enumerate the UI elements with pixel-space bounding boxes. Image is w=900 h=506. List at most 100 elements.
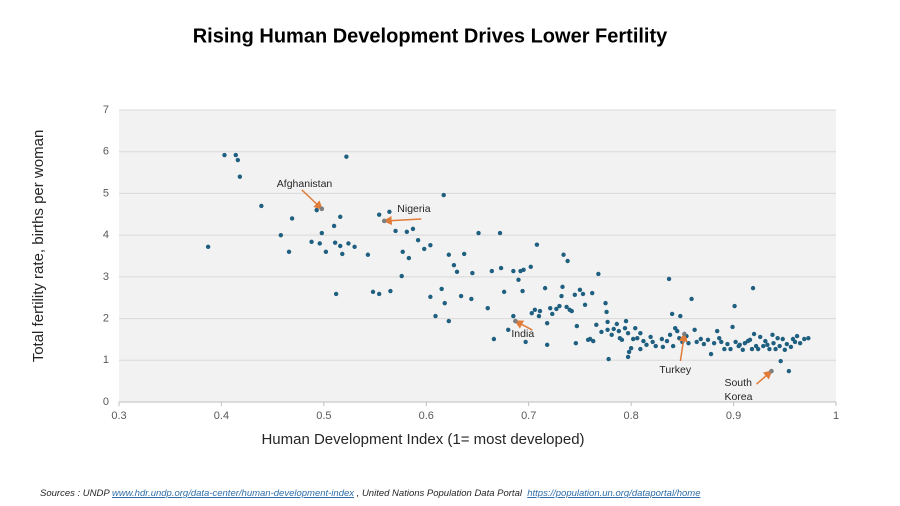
data-point <box>792 339 798 345</box>
data-point <box>259 203 264 209</box>
data-point <box>775 335 780 341</box>
data-point <box>686 340 691 346</box>
data-point <box>461 251 467 257</box>
y-tick-label: 5 <box>103 187 109 199</box>
data-point <box>333 291 339 297</box>
data-point <box>532 307 538 313</box>
data-point <box>439 286 444 292</box>
data-point <box>622 325 628 331</box>
data-point <box>501 289 507 295</box>
data-point <box>670 343 676 349</box>
data-point <box>237 174 243 179</box>
y-tick-label: 1 <box>103 354 109 366</box>
data-point <box>604 309 609 315</box>
data-point <box>788 344 794 350</box>
data-point <box>786 368 792 374</box>
annotated-point <box>513 318 518 324</box>
data-point <box>528 264 533 270</box>
data-point <box>725 341 730 347</box>
data-point <box>802 336 807 342</box>
data-point <box>722 346 727 352</box>
data-point <box>574 323 580 329</box>
data-point <box>548 305 553 311</box>
y-tick-label: 6 <box>103 146 109 158</box>
data-point <box>750 285 756 291</box>
source-middle: , United Nations Population Data Portal <box>356 488 522 499</box>
data-point <box>428 294 433 300</box>
data-point <box>458 293 464 299</box>
source-prefix: Sources : UNDP <box>40 488 110 499</box>
data-point <box>623 318 629 324</box>
data-point <box>619 337 625 343</box>
data-point <box>590 290 595 296</box>
data-point <box>554 306 559 312</box>
data-point <box>454 269 460 275</box>
source-note: Sources : UNDP www.hdr.undp.org/data-cen… <box>40 488 700 499</box>
data-point <box>660 344 666 350</box>
data-point <box>728 346 733 352</box>
annotated-point <box>319 206 325 212</box>
data-point <box>761 343 766 349</box>
data-point <box>388 288 393 294</box>
data-point <box>536 313 542 319</box>
data-point <box>309 239 314 245</box>
data-point <box>698 336 703 342</box>
data-point <box>650 339 655 345</box>
y-tick-label: 4 <box>103 229 109 241</box>
annotation-arrow <box>382 216 422 226</box>
data-point <box>669 311 675 317</box>
source-link[interactable]: https://population.un.org/dataportal/hom… <box>527 488 701 499</box>
data-point <box>521 267 526 272</box>
data-point <box>393 228 398 234</box>
data-point <box>719 339 724 345</box>
annotation-label: Turkey <box>659 364 692 376</box>
annotation-label: South Korea <box>724 377 753 404</box>
data-point <box>278 232 284 238</box>
data-point <box>534 242 540 247</box>
data-point <box>469 296 474 302</box>
data-point <box>559 293 564 299</box>
data-point <box>694 339 699 345</box>
data-point <box>340 251 345 257</box>
data-point <box>523 339 528 345</box>
data-point <box>516 277 521 282</box>
data-point <box>289 216 295 221</box>
annotated-point <box>682 331 687 337</box>
data-point <box>717 335 722 341</box>
data-point <box>537 308 543 314</box>
data-point <box>376 291 382 297</box>
x-tick-label: 0.3 <box>111 410 126 422</box>
annotation-label: Afghanistan <box>276 177 333 190</box>
data-point <box>742 340 748 346</box>
data-point <box>666 276 672 282</box>
data-point <box>765 342 770 348</box>
data-point <box>404 229 410 235</box>
data-point <box>319 230 325 236</box>
source-link[interactable]: www.hdr.undp.org/data-center/human-devel… <box>111 488 355 499</box>
annotated-point <box>382 218 387 224</box>
data-point <box>633 325 638 331</box>
data-point <box>406 255 412 261</box>
data-point <box>346 241 351 246</box>
annotation-label: Nigeria <box>397 202 431 215</box>
data-point <box>749 346 755 352</box>
annotation-arrow <box>301 189 323 210</box>
annotated-point <box>769 368 774 374</box>
data-point <box>806 335 811 341</box>
data-point <box>233 152 238 158</box>
data-point <box>433 313 438 319</box>
data-point <box>758 334 763 340</box>
data-point <box>777 343 782 349</box>
data-point <box>314 207 319 213</box>
data-point <box>560 284 565 290</box>
data-point <box>370 289 376 295</box>
data-point <box>711 340 717 346</box>
data-point <box>544 342 550 348</box>
y-tick-label: 3 <box>103 271 109 283</box>
data-point <box>564 304 569 310</box>
data-point <box>648 334 653 340</box>
x-tick-label: 0.5 <box>316 410 331 422</box>
data-point <box>573 340 579 346</box>
data-point <box>489 268 495 274</box>
data-point <box>625 354 631 360</box>
